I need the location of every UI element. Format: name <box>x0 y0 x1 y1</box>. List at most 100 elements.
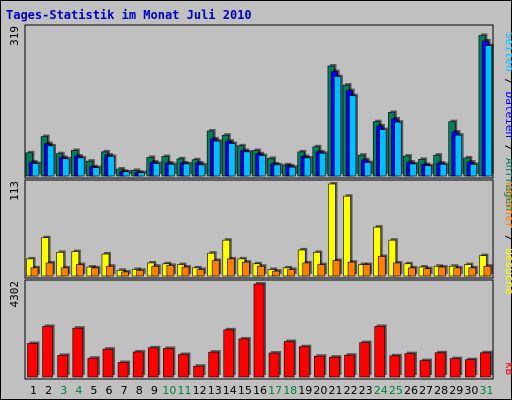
bar-pages-28 <box>439 162 449 177</box>
bar-sites-31 <box>483 264 493 277</box>
bar-kb-4 <box>72 326 85 378</box>
x-label-day-17: 17 <box>268 384 282 397</box>
bar-kb-12 <box>193 364 206 378</box>
bar-kb-27 <box>419 358 433 378</box>
bar-kb-25 <box>389 353 402 378</box>
bar-pages-2 <box>47 143 56 177</box>
bar-kb-16 <box>253 282 266 378</box>
bar-pages-25 <box>394 120 404 177</box>
bar-visits-21 <box>328 182 338 277</box>
x-label-day-14: 14 <box>223 384 237 397</box>
bar-kb-29 <box>449 356 463 378</box>
bar-pages-19 <box>303 155 313 177</box>
legend-seiten: Anfragen <box>503 158 512 211</box>
legend-dateien: Dateien <box>503 92 512 138</box>
x-label-day-1: 1 <box>30 384 37 397</box>
bar-sites-5 <box>91 265 101 277</box>
bar-sites-23 <box>362 262 373 277</box>
bar-pages-5 <box>92 165 102 177</box>
x-label-day-24: 24 <box>374 384 388 397</box>
bar-kb-15 <box>238 336 251 378</box>
x-label-day-12: 12 <box>193 384 207 397</box>
bar-kb-26 <box>404 351 417 378</box>
bar-sites-2 <box>45 260 56 277</box>
bar-sites-19 <box>302 260 312 277</box>
bar-kb-31 <box>480 350 493 378</box>
x-label-day-5: 5 <box>90 384 97 397</box>
bar-pages-10 <box>167 162 177 177</box>
bar-sites-17 <box>272 269 282 277</box>
bar-kb-7 <box>117 360 131 378</box>
x-label-day-10: 10 <box>162 384 176 397</box>
bar-sites-25 <box>393 260 403 277</box>
bar-pages-23 <box>364 160 374 177</box>
x-label-day-19: 19 <box>298 384 312 397</box>
bar-pages-18 <box>288 165 298 177</box>
x-label-day-21: 21 <box>328 384 342 397</box>
bar-sites-8 <box>136 268 146 277</box>
bar-pages-15 <box>243 149 253 177</box>
bar-kb-22 <box>344 353 357 378</box>
bar-pages-9 <box>152 161 162 177</box>
bar-pages-20 <box>318 151 328 177</box>
x-label-day-15: 15 <box>238 384 252 397</box>
bar-sites-22 <box>347 260 358 277</box>
bar-pages-30 <box>469 162 479 177</box>
bar-sites-15 <box>242 260 252 277</box>
bar-pages-27 <box>424 163 434 177</box>
bar-sites-11 <box>181 265 191 277</box>
bar-kb-8 <box>132 349 146 378</box>
bar-kb-23 <box>359 340 372 378</box>
bar-kb-5 <box>87 356 100 378</box>
bar-kb-21 <box>329 355 342 378</box>
bar-sites-18 <box>287 267 297 277</box>
bar-pages-13 <box>213 139 223 177</box>
x-label-day-6: 6 <box>106 384 113 397</box>
legend-besuche: Rechner <box>503 182 512 229</box>
bar-kb-6 <box>102 347 115 378</box>
bar-kb-30 <box>465 357 478 378</box>
bar-pages-16 <box>258 153 268 177</box>
bar-sites-10 <box>166 263 176 277</box>
bar-pages-1 <box>32 161 41 177</box>
x-label-day-25: 25 <box>389 384 403 397</box>
bar-visits-22 <box>343 194 353 277</box>
bar-pages-11 <box>183 161 192 177</box>
bar-kb-18 <box>283 339 297 378</box>
bar-kb-10 <box>163 346 176 378</box>
bar-pages-6 <box>107 154 117 177</box>
bar-visits-25 <box>388 238 398 277</box>
bar-sites-28 <box>438 265 448 277</box>
bar-sites-6 <box>106 264 116 277</box>
bar-sites-16 <box>257 264 267 277</box>
bar-sites-30 <box>468 265 478 277</box>
x-label-day-23: 23 <box>359 384 373 397</box>
x-label-day-8: 8 <box>136 384 143 397</box>
x-label-day-2: 2 <box>45 384 52 397</box>
x-label-day-18: 18 <box>283 384 297 397</box>
x-label-day-27: 27 <box>419 384 433 397</box>
chart-title: Tages-Statistik im Monat Juli 2010 <box>6 8 252 22</box>
bar-pages-3 <box>62 156 72 177</box>
bar-pages-21 <box>334 74 343 177</box>
bar-pages-8 <box>137 170 147 177</box>
bar-kb-19 <box>298 344 312 378</box>
legend-anfragen: Seiten <box>503 32 512 72</box>
bar-pages-12 <box>198 162 207 177</box>
x-label-day-20: 20 <box>313 384 327 397</box>
panel3-max-label: 4302 <box>8 281 21 308</box>
x-label-day-29: 29 <box>449 384 463 397</box>
legend-kb: kB <box>503 362 512 376</box>
bar-pages-14 <box>228 141 238 177</box>
bar-kb-24 <box>374 324 387 378</box>
bar-kb-1 <box>27 341 40 378</box>
x-label-day-28: 28 <box>434 384 448 397</box>
bar-kb-14 <box>223 327 236 378</box>
bar-kb-11 <box>178 352 191 378</box>
bar-sites-20 <box>317 262 327 277</box>
bar-sites-14 <box>226 256 237 277</box>
bar-kb-17 <box>268 351 282 378</box>
x-label-day-4: 4 <box>75 384 82 397</box>
x-label-day-31: 31 <box>479 384 493 397</box>
